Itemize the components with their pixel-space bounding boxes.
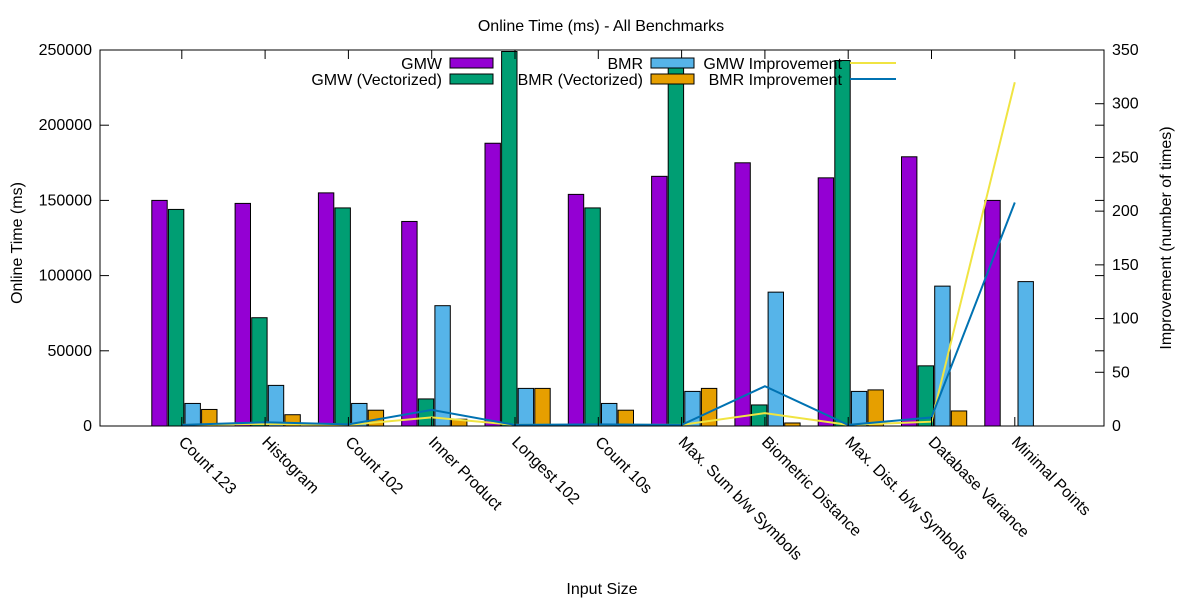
y-tick-label: 150000 — [39, 192, 92, 209]
legend-swatch-bmr-vectorized — [650, 73, 695, 85]
bar-bmr-biometric-distance — [767, 291, 784, 427]
bar-bmr-count-10s — [601, 402, 618, 427]
x-tick-label: Inner Product — [425, 434, 505, 514]
bar-gmw-vectorized-count-102 — [334, 207, 351, 427]
legend-swatch-bmr — [650, 57, 695, 69]
bar-gmw-minimal-points — [984, 199, 1001, 427]
legend-label-gmw: GMW — [401, 56, 443, 73]
bar-gmw-vectorized-count-123 — [167, 208, 185, 427]
bar-gmw-vectorized-longest-102 — [501, 51, 518, 427]
x-axis-title: Input Size — [566, 581, 637, 598]
bar-bmr-histogram — [267, 384, 285, 427]
legend-swatch-gmw-vectorized — [449, 73, 494, 85]
y2-tick-label: 150 — [1112, 257, 1139, 274]
chart-title: Online Time (ms) - All Benchmarks — [478, 18, 724, 35]
bar-bmr-inner-product — [434, 305, 451, 427]
bar-gmw-count-10s — [567, 193, 585, 427]
bars-group — [151, 51, 1034, 427]
y-tick-label: 200000 — [39, 117, 92, 134]
legend-label-bmr-improvement: BMR Improvement — [709, 72, 843, 89]
bar-gmw-vectorized-max-dist-b-w-symbols — [834, 60, 851, 427]
bar-gmw-count-102 — [317, 192, 335, 427]
legend-label-bmr: BMR — [607, 56, 643, 73]
y2-tick-label: 250 — [1112, 149, 1139, 166]
y2-tick-label: 300 — [1112, 96, 1139, 113]
bar-bmr-vectorized-database-variance — [950, 410, 968, 427]
bar-bmr-vectorized-max-dist-b-w-symbols — [867, 389, 884, 427]
legend-label-bmr-vectorized: BMR (Vectorized) — [518, 72, 643, 89]
y2-tick-label: 100 — [1112, 311, 1139, 328]
bar-bmr-count-123 — [184, 402, 201, 427]
x-tick-label: Minimal Points — [1008, 434, 1094, 520]
x-tick-label: Count 102 — [342, 434, 406, 498]
bar-gmw-biometric-distance — [734, 162, 751, 427]
bar-bmr-max-dist-b-w-symbols — [850, 390, 868, 427]
legend-label-gmw-vectorized: GMW (Vectorized) — [311, 72, 442, 89]
bar-gmw-longest-102 — [484, 142, 501, 427]
bar-gmw-vectorized-count-10s — [584, 207, 601, 427]
bar-gmw-count-123 — [151, 199, 168, 427]
legend-label-gmw-improvement: GMW Improvement — [703, 56, 842, 73]
bar-bmr-vectorized-longest-102 — [534, 387, 551, 427]
y-tick-label: 50000 — [48, 343, 93, 360]
x-tick-label: Longest 102 — [508, 434, 582, 508]
y2-axis-title: Improvement (number of times) — [1158, 126, 1175, 349]
bar-gmw-max-sum-b-w-symbols — [651, 175, 668, 427]
plot-frame — [99, 49, 1105, 427]
bar-bmr-minimal-points — [1017, 281, 1034, 427]
y2-tick-label: 50 — [1112, 364, 1130, 381]
y-axis-title: Online Time (ms) — [9, 182, 26, 304]
y2-tick-label: 200 — [1112, 203, 1139, 220]
bar-gmw-max-dist-b-w-symbols — [817, 177, 835, 427]
x-tick-label: Count 123 — [175, 434, 239, 498]
bar-bmr-longest-102 — [517, 387, 535, 427]
legend-swatch-gmw — [449, 57, 494, 69]
y2-tick-label: 350 — [1112, 42, 1139, 59]
x-tick-label: Histogram — [258, 434, 322, 498]
x-tick-label: Count 10s — [591, 434, 655, 498]
y-tick-label: 100000 — [39, 268, 92, 285]
bar-gmw-database-variance — [901, 156, 918, 427]
bar-gmw-inner-product — [401, 220, 418, 427]
y-tick-label: 250000 — [39, 42, 92, 59]
bar-gmw-vectorized-max-sum-b-w-symbols — [667, 63, 685, 427]
bar-gmw-histogram — [234, 202, 252, 427]
y2-tick-label: 0 — [1112, 418, 1121, 435]
y-tick-label: 0 — [83, 418, 92, 435]
bar-gmw-vectorized-histogram — [251, 317, 268, 427]
